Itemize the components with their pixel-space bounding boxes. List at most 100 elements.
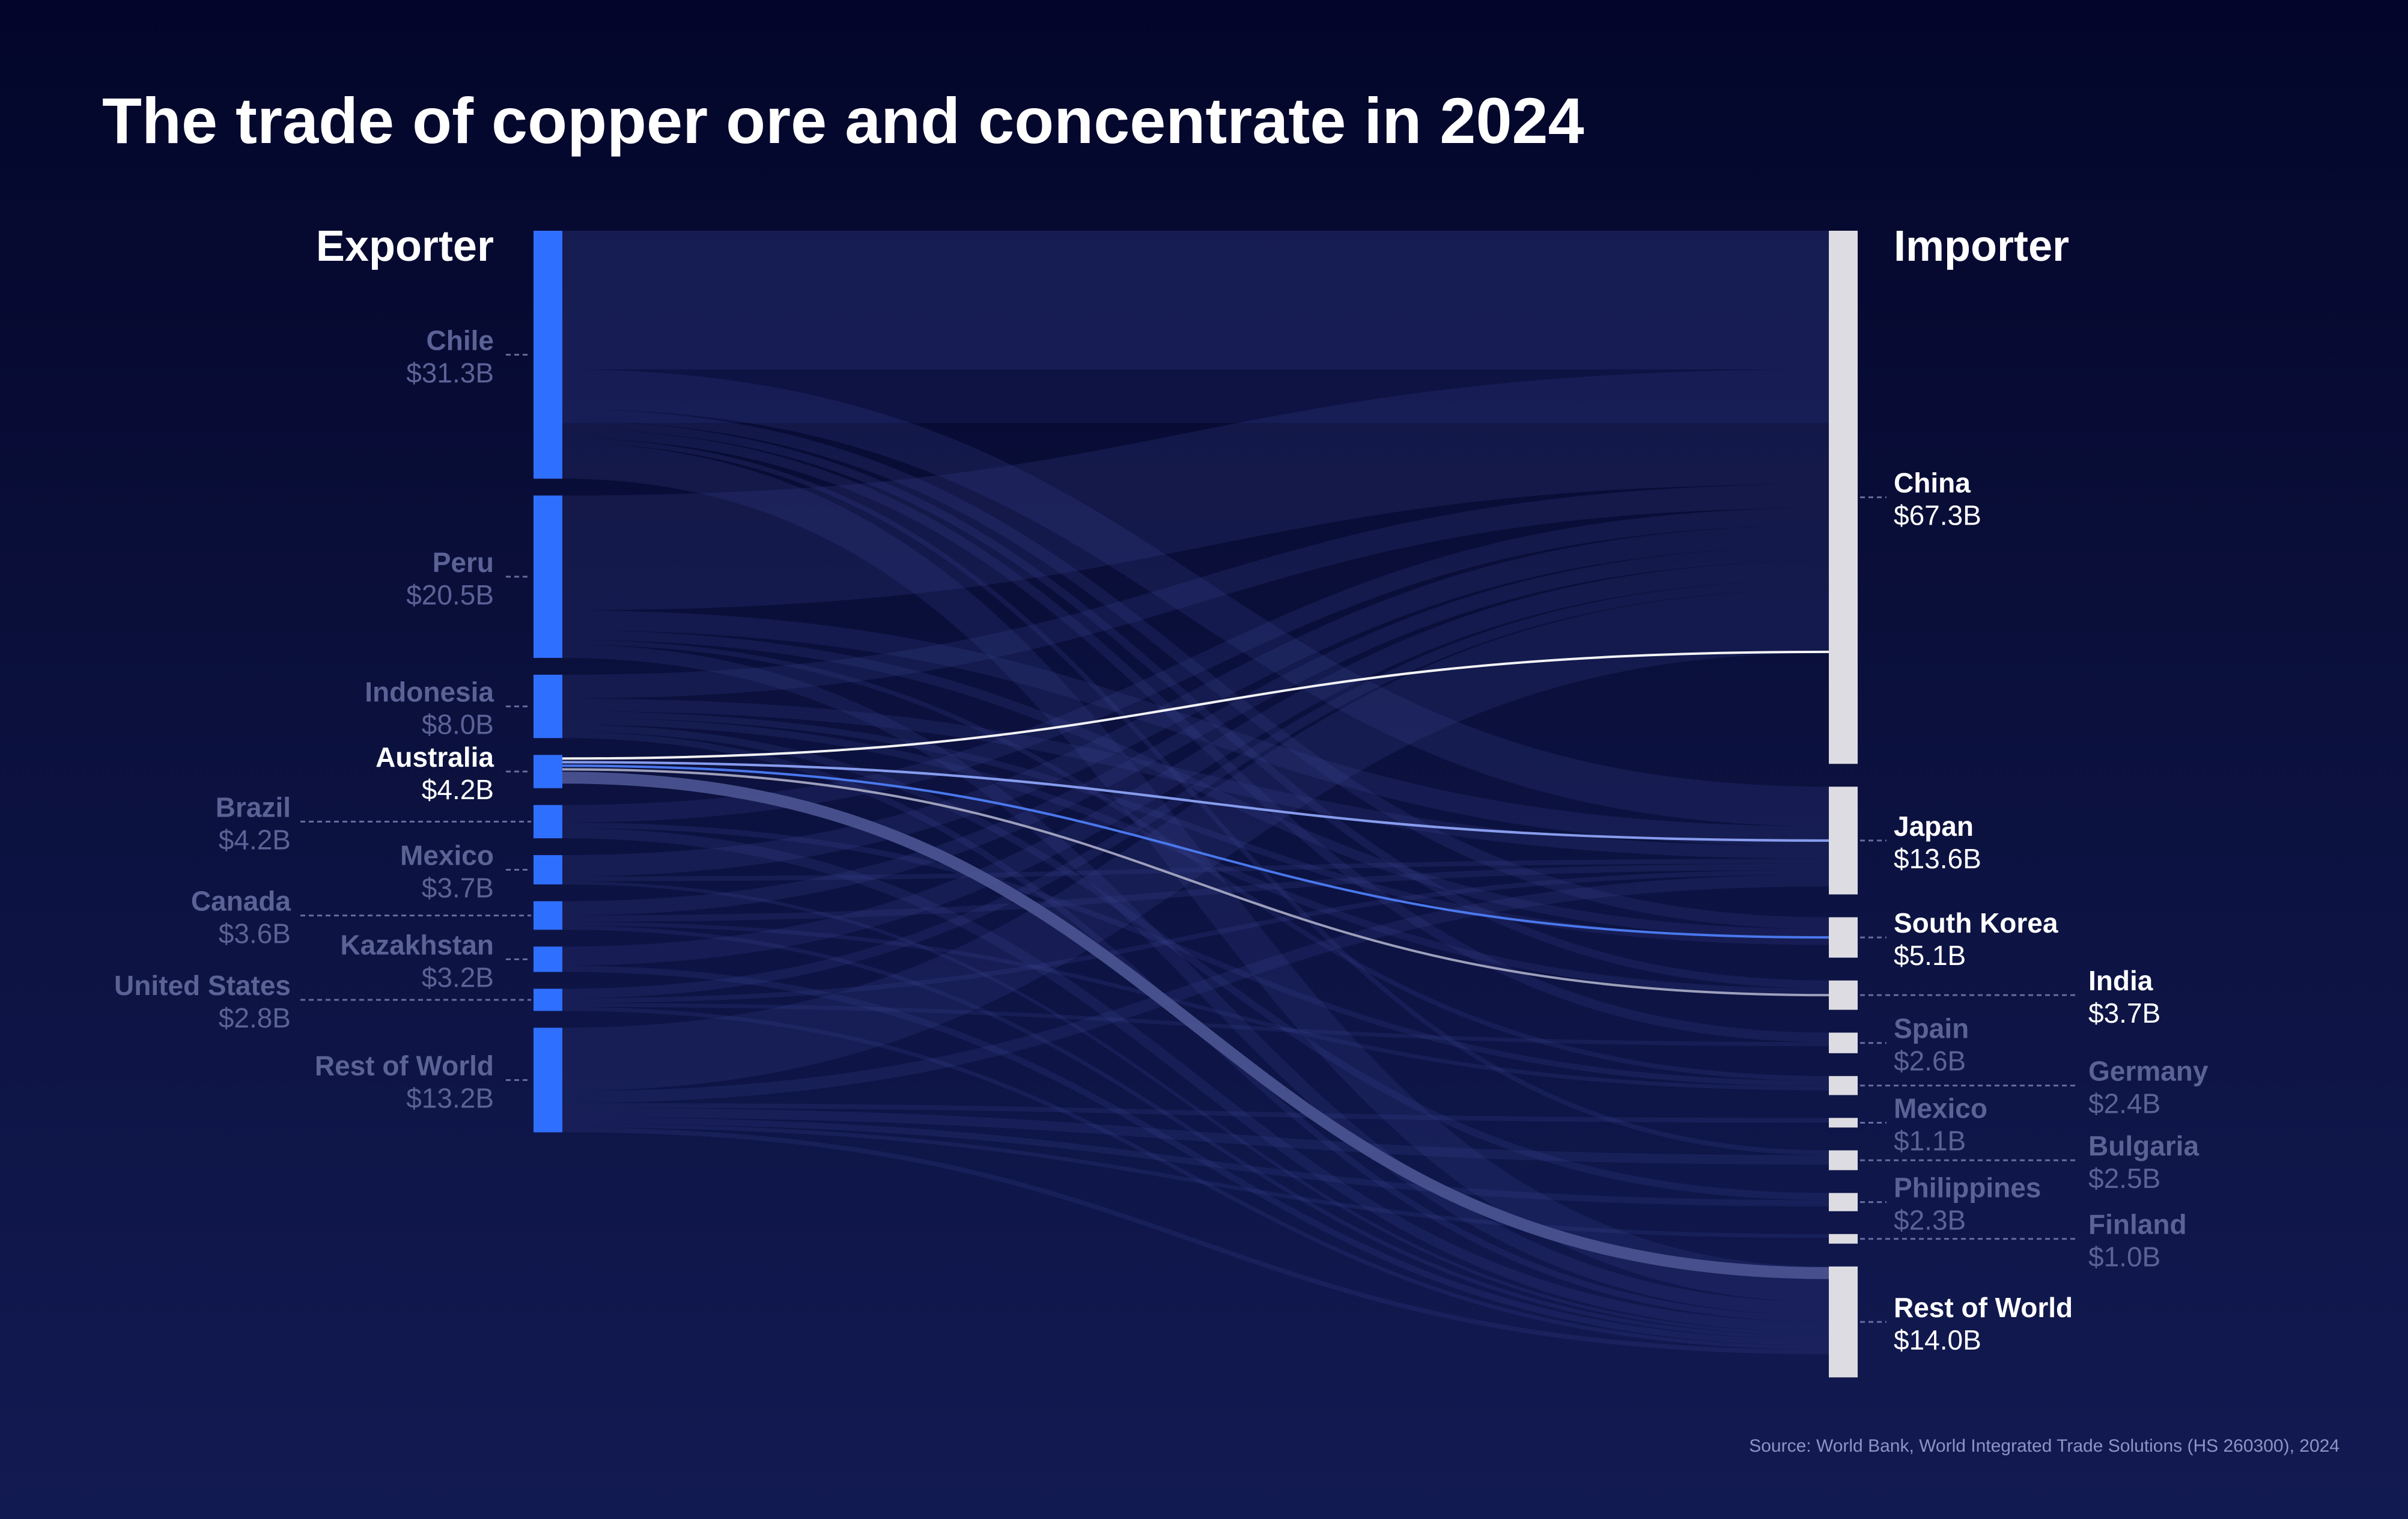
importer-bar-spain <box>1829 1032 1858 1053</box>
importer-bar-mexico <box>1829 1118 1858 1128</box>
importer-bar-china <box>1829 231 1858 764</box>
importer-bar-philippines <box>1829 1193 1858 1211</box>
highlight-flow-australia-to-china <box>562 650 1829 760</box>
exporter-value-canada: $3.6B <box>219 918 291 949</box>
highlight-flow-australia-to-japan <box>562 761 1829 842</box>
importer-value-finland: $1.0B <box>2088 1241 2160 1273</box>
exporter-name-mexico: Mexico <box>400 839 494 871</box>
flow-kazakhstan-to-china <box>562 561 1829 966</box>
flow-peru-to-china <box>562 369 1829 610</box>
importer-bar-germany <box>1829 1076 1858 1095</box>
importer-name-bulgaria: Bulgaria <box>2088 1130 2199 1161</box>
flow-united-states-to-rest-of-world <box>562 1006 1829 1350</box>
exporter-name-united-states: United States <box>114 970 291 1001</box>
flow-rest-of-world-to-finland <box>562 1123 1829 1238</box>
exporter-bar-peru <box>534 495 562 658</box>
importer-value-india: $3.7B <box>2088 997 2160 1029</box>
importer-name-philippines: Philippines <box>1894 1172 2041 1204</box>
exporter-value-mexico: $3.7B <box>422 872 494 903</box>
flow-kazakhstan-to-rest-of-world <box>562 965 1829 1346</box>
importer-bar-south-korea <box>1829 917 1858 958</box>
flow-rest-of-world-to-china <box>562 589 1829 1091</box>
flow-brazil-to-china <box>562 508 1829 823</box>
source-note: Source: World Bank, World Integrated Tra… <box>1749 1436 2340 1456</box>
importer-name-rest-of-world: Rest of World <box>1894 1292 2073 1323</box>
exporter-name-chile: Chile <box>427 324 494 356</box>
exporter-value-australia: $4.2B <box>422 774 494 805</box>
flow-canada-to-rest-of-world <box>562 925 1829 1340</box>
flow-mexico-to-japan <box>562 859 1829 881</box>
highlight-flow-australia-to-rest-of-world <box>562 772 1829 1279</box>
flow-indonesia-to-philippines <box>562 724 1829 1201</box>
importer-value-germany: $2.4B <box>2088 1088 2160 1119</box>
exporter-bar-chile <box>534 231 562 479</box>
importer-name-germany: Germany <box>2088 1056 2209 1087</box>
exporter-bar-australia <box>534 755 562 788</box>
flow-chile-to-spain <box>562 428 1829 1043</box>
flow-rest-of-world-to-philippines <box>562 1117 1829 1207</box>
importer-bar-india <box>1829 980 1858 1010</box>
flow-chile-to-bulgaria <box>562 438 1829 1155</box>
flow-canada-to-china <box>562 547 1829 916</box>
importer-name-finland: Finland <box>2088 1209 2187 1240</box>
importer-value-china: $67.3B <box>1894 500 1981 531</box>
flow-rest-of-world-to-bulgaria <box>562 1107 1829 1165</box>
flow-indonesia-to-japan <box>562 698 1829 859</box>
flow-brazil-to-rest-of-world <box>562 827 1829 1333</box>
exporter-bar-indonesia <box>534 674 562 738</box>
flow-rest-of-world-to-mexico <box>562 1103 1829 1123</box>
exporter-name-indonesia: Indonesia <box>365 677 494 708</box>
background-flows <box>562 231 1829 1355</box>
flow-peru-to-germany <box>562 639 1829 1081</box>
flow-peru-to-japan <box>562 610 1829 847</box>
flow-united-states-to-china <box>562 580 1829 999</box>
importer-bar-finland <box>1829 1234 1858 1244</box>
highlight-flow-australia-to-south-korea <box>562 764 1829 939</box>
flow-mexico-to-rest-of-world <box>562 881 1829 1336</box>
flow-chile-to-rest-of-world <box>562 443 1829 1303</box>
flow-chile-to-south-korea <box>562 409 1829 930</box>
importer-name-spain: Spain <box>1894 1013 1969 1044</box>
exporter-name-australia: Australia <box>375 741 494 773</box>
exporter-value-chile: $31.3B <box>406 357 494 388</box>
exporter-name-rest-of-world: Rest of World <box>315 1050 494 1081</box>
flow-canada-to-japan <box>562 863 1829 922</box>
highlight-flow-australia-to-india <box>562 768 1829 997</box>
exporter-name-peru: Peru <box>433 547 494 578</box>
importer-value-mexico: $1.1B <box>1894 1125 1966 1156</box>
flow-brazil-to-germany <box>562 822 1829 1086</box>
exporter-bar-brazil <box>534 805 562 839</box>
exporter-value-rest-of-world: $13.2B <box>406 1082 494 1113</box>
flow-indonesia-to-india <box>562 717 1829 996</box>
importer-value-japan: $13.6B <box>1894 843 1981 874</box>
importer-heading: Importer <box>1894 222 2069 270</box>
flow-rest-of-world-to-japan <box>562 874 1829 1103</box>
flow-peru-to-south-korea <box>562 630 1829 939</box>
flow-rest-of-world-to-rest-of-world <box>562 1127 1829 1355</box>
importer-value-spain: $2.6B <box>1894 1046 1966 1077</box>
exporter-bar-kazakhstan <box>534 946 562 972</box>
chart-title: The trade of copper ore and concentrate … <box>102 84 1584 157</box>
importer-name-china: China <box>1894 467 1971 499</box>
flow-canada-to-germany <box>562 922 1829 1091</box>
flow-indonesia-to-china <box>562 484 1829 699</box>
exporter-name-brazil: Brazil <box>216 791 291 823</box>
exporter-bar-united-states <box>534 988 562 1011</box>
exporter-bar-mexico <box>534 855 562 884</box>
nodes <box>534 231 1858 1378</box>
importer-name-japan: Japan <box>1894 811 1974 842</box>
flow-chile-to-japan <box>562 369 1829 827</box>
exporter-value-peru: $20.5B <box>406 579 494 610</box>
flow-peru-to-rest-of-world <box>562 644 1829 1316</box>
exporter-value-kazakhstan: $3.2B <box>422 961 494 993</box>
exporter-bar-rest-of-world <box>534 1027 562 1133</box>
exporter-heading: Exporter <box>316 222 494 270</box>
highlighted-flows <box>562 650 1829 1279</box>
exporter-value-indonesia: $8.0B <box>422 709 494 740</box>
exporter-name-canada: Canada <box>191 886 291 917</box>
exporter-bar-canada <box>534 901 562 930</box>
importer-value-bulgaria: $2.5B <box>2088 1163 2160 1194</box>
flow-backdrop <box>562 231 1829 423</box>
importer-bar-bulgaria <box>1829 1150 1858 1170</box>
importer-value-philippines: $2.3B <box>1894 1205 1966 1236</box>
